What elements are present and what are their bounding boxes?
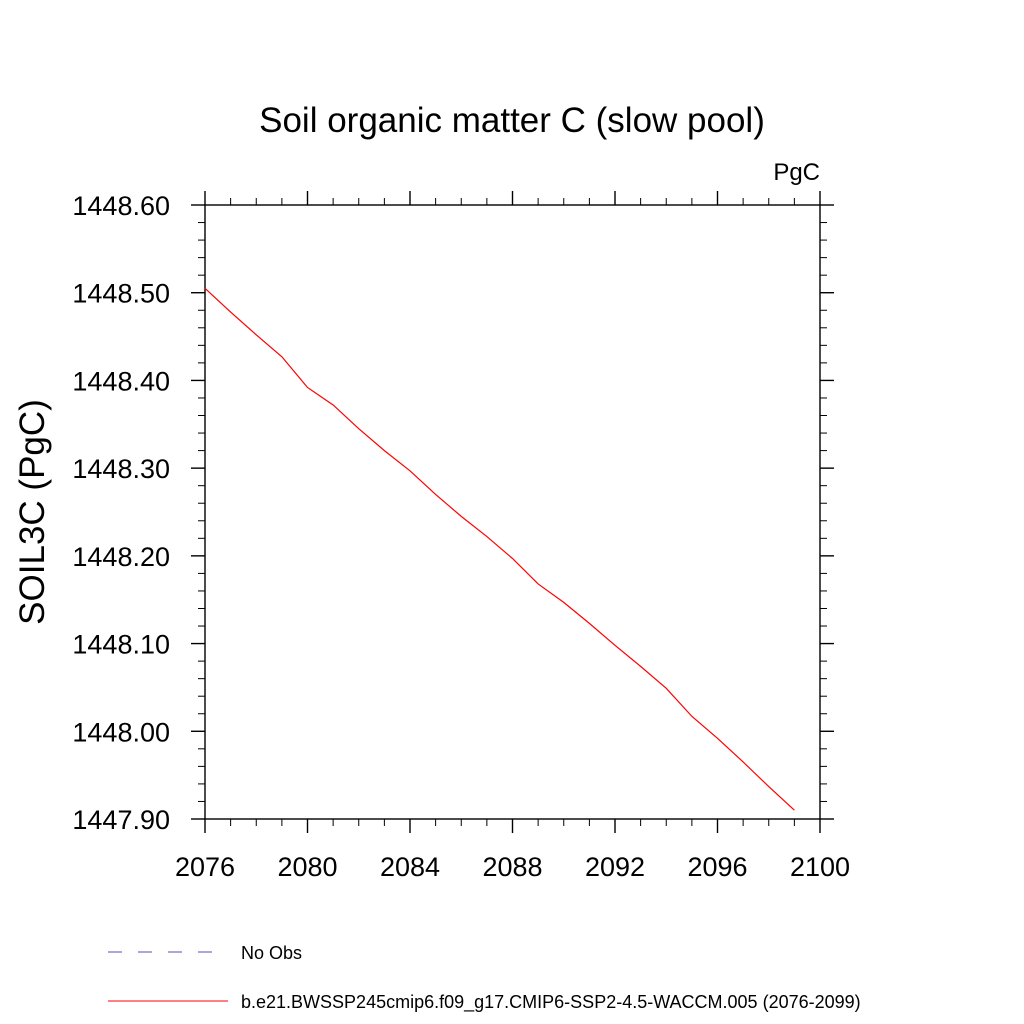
x-tick-label: 2088 [482, 852, 542, 882]
units-label: PgC [773, 159, 820, 186]
y-tick-label: 1448.30 [72, 454, 170, 484]
legend-label-no-obs: No Obs [241, 943, 302, 963]
x-tick-label: 2076 [175, 852, 235, 882]
plot-frame [204, 204, 821, 820]
series-line-0 [204, 287, 795, 811]
x-tick-label: 2084 [380, 852, 440, 882]
series-lines [204, 287, 795, 811]
x-tick-label: 2100 [790, 852, 850, 882]
chart-title: Soil organic matter C (slow pool) [259, 101, 765, 140]
y-tick-label: 1448.60 [72, 191, 170, 221]
x-tick-label: 2092 [585, 852, 645, 882]
tick-marks [191, 191, 834, 833]
x-tick-label: 2096 [687, 852, 747, 882]
y-axis-label: SOIL3C (PgC) [13, 399, 52, 625]
x-tick-labels: 2076 2080 2084 2088 2092 2096 2100 [175, 852, 850, 882]
y-tick-label: 1447.90 [72, 805, 170, 835]
y-tick-label: 1448.10 [72, 630, 170, 660]
y-tick-label: 1448.50 [72, 279, 170, 309]
y-tick-label: 1448.40 [72, 366, 170, 396]
legend-label-model: b.e21.BWSSP245cmip6.f09_g17.CMIP6-SSP2-4… [241, 992, 861, 1013]
x-tick-label: 2080 [277, 852, 337, 882]
y-tick-label: 1448.00 [72, 717, 170, 747]
y-tick-labels: 1447.90 1448.00 1448.10 1448.20 1448.30 1448.… [72, 191, 170, 835]
y-tick-label: 1448.20 [72, 542, 170, 572]
legend: No Obs b.e21.BWSSP245cmip6.f09_g17.CMIP6… [108, 943, 861, 1013]
